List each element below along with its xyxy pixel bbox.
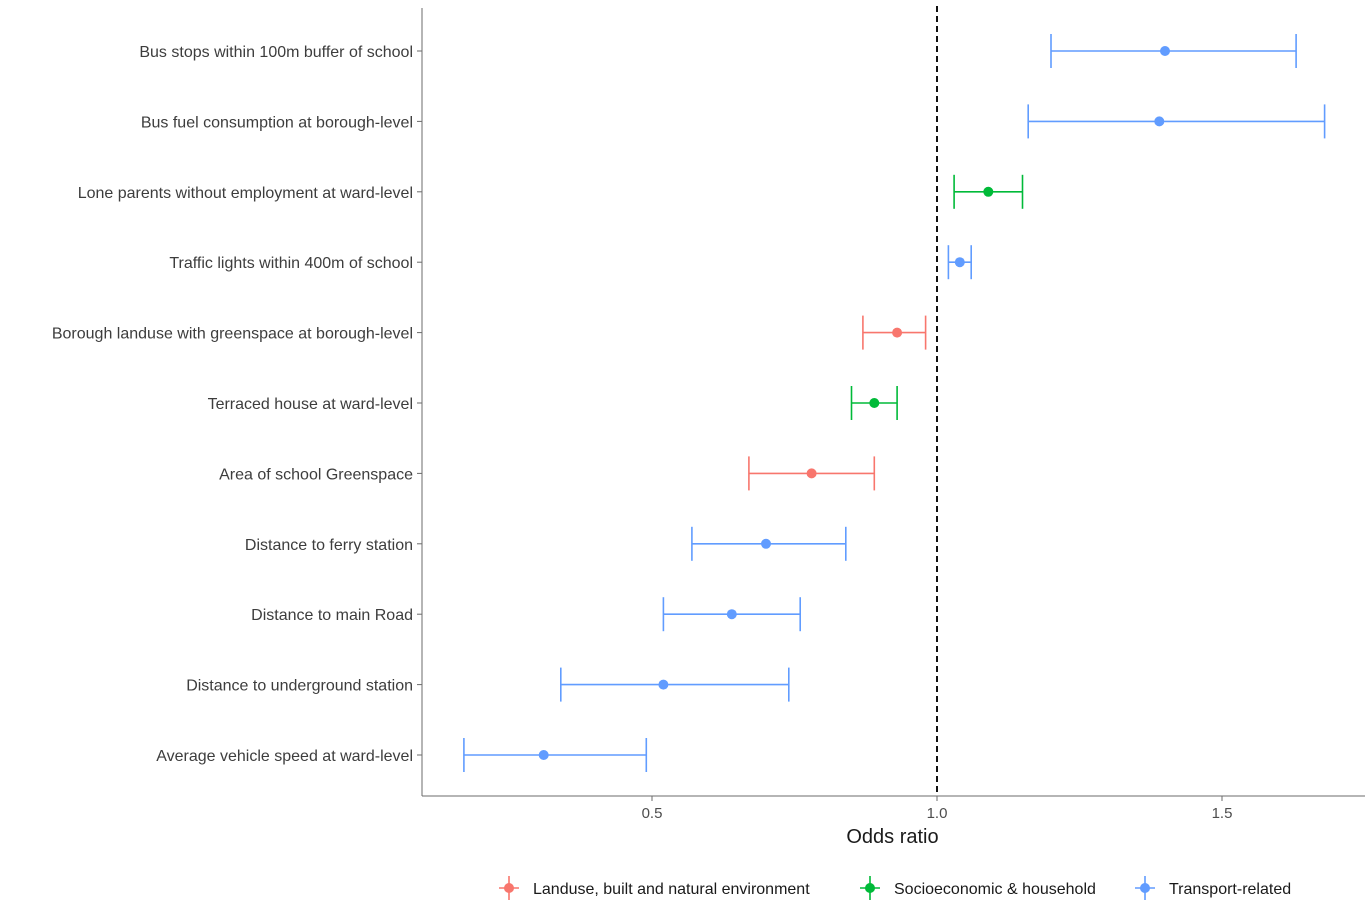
legend-label: Transport-related	[1169, 881, 1291, 898]
odds-ratio-point	[658, 679, 669, 690]
odds-ratio-point	[983, 186, 994, 197]
odds-ratio-point	[1160, 46, 1170, 56]
odds-ratio-point	[869, 398, 880, 408]
odds-ratio-point	[761, 538, 771, 549]
category-label: Bus stops within 100m buffer of school	[139, 44, 413, 61]
legend-key-point	[1140, 883, 1150, 893]
category-label: Average vehicle speed at ward-level	[156, 748, 413, 765]
category-label: Traffic lights within 400m of school	[169, 255, 413, 272]
legend-label: Landuse, built and natural environment	[533, 881, 810, 898]
category-label: Distance to ferry station	[245, 537, 413, 554]
legend-label: Socioeconomic & household	[894, 881, 1096, 898]
legend-key-point	[504, 883, 514, 893]
category-label: Distance to main Road	[251, 607, 413, 624]
odds-ratio-point	[726, 609, 737, 620]
category-label: Bus fuel consumption at borough-level	[141, 114, 413, 131]
x-axis-title: Odds ratio	[846, 826, 938, 848]
legend-key-point	[865, 883, 875, 893]
legend-item: Transport-related	[1135, 876, 1291, 900]
category-label: Distance to underground station	[186, 678, 413, 695]
odds-ratio-point	[1154, 116, 1165, 127]
legend-item: Socioeconomic & household	[860, 876, 1096, 900]
x-tick-label: 0.5	[642, 805, 663, 822]
odds-ratio-point	[892, 327, 903, 338]
x-tick-label: 1.5	[1212, 805, 1233, 822]
category-label: Lone parents without employment at ward-…	[78, 185, 413, 202]
category-label: Area of school Greenspace	[219, 466, 413, 483]
category-label: Terraced house at ward-level	[208, 396, 413, 413]
odds-ratio-point	[954, 257, 965, 268]
odds-ratio-point	[538, 750, 549, 760]
legend-item: Landuse, built and natural environment	[499, 876, 810, 900]
x-tick-label: 1.0	[927, 805, 948, 822]
category-label: Borough landuse with greenspace at borou…	[52, 326, 413, 343]
odds-ratio-point	[806, 468, 817, 479]
